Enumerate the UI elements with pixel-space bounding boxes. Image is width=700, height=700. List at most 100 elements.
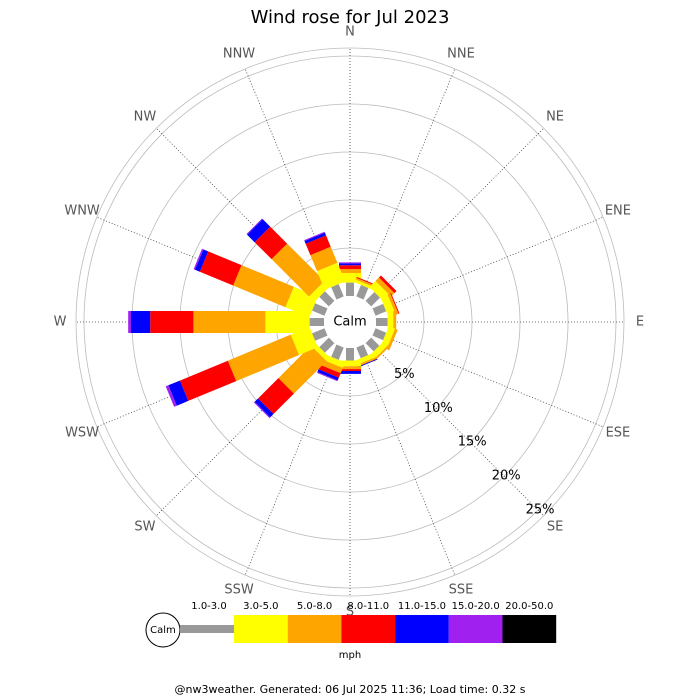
bar-segment bbox=[356, 284, 369, 300]
legend-label: 15.0-20.0 bbox=[452, 601, 500, 612]
legend-label: 8.0-11.0 bbox=[347, 601, 389, 612]
bar-segment bbox=[318, 364, 341, 378]
bar-segment bbox=[193, 311, 266, 333]
bar-segment bbox=[246, 218, 263, 235]
direction-label: N bbox=[345, 25, 355, 40]
spoke bbox=[155, 340, 332, 517]
direction-label: WSW bbox=[65, 425, 99, 440]
legend-swatch bbox=[234, 615, 288, 643]
bar-segment bbox=[387, 293, 399, 315]
bar-segment bbox=[304, 232, 326, 244]
direction-label: SSE bbox=[449, 582, 474, 597]
direction-label: NW bbox=[134, 109, 157, 124]
direction-label: SSW bbox=[224, 582, 254, 597]
direction-label: SW bbox=[134, 520, 155, 535]
bar-segment bbox=[265, 311, 310, 333]
bar-segment bbox=[253, 401, 271, 419]
direction-label: E bbox=[636, 315, 644, 330]
bar-segment bbox=[193, 248, 204, 270]
legend-label: 20.0-50.0 bbox=[505, 601, 553, 612]
direction-label: WNW bbox=[64, 204, 100, 219]
bar-segment bbox=[365, 337, 380, 352]
bar-segment bbox=[393, 311, 397, 333]
spoke bbox=[155, 127, 332, 304]
bar-segment bbox=[331, 344, 344, 360]
direction-label: ESE bbox=[606, 425, 631, 440]
bar-segment bbox=[165, 385, 177, 407]
bar-segment bbox=[227, 334, 300, 382]
bar-segment bbox=[309, 318, 324, 326]
bar-segment bbox=[356, 356, 378, 368]
bar-segment bbox=[233, 265, 294, 308]
legend-swatch bbox=[341, 615, 396, 643]
bar-segment bbox=[319, 291, 335, 307]
bar-segment bbox=[128, 311, 131, 333]
bar-segment bbox=[365, 292, 380, 307]
bar-segment bbox=[339, 369, 361, 371]
legend-swatch bbox=[395, 615, 449, 643]
bar-segment bbox=[372, 344, 390, 362]
bar-segment bbox=[258, 378, 294, 414]
direction-label: NE bbox=[546, 109, 564, 124]
bar-segment bbox=[254, 226, 288, 260]
ring-label: 5% bbox=[394, 367, 415, 382]
bar-segment bbox=[317, 262, 346, 290]
bar-segment bbox=[339, 366, 361, 370]
bar-segment bbox=[356, 358, 378, 368]
direction-label: W bbox=[54, 315, 67, 330]
ring-label: 15% bbox=[458, 435, 487, 450]
bar-segment bbox=[312, 303, 328, 316]
legend-swatch bbox=[448, 615, 503, 643]
bar-segment bbox=[310, 246, 338, 272]
bar-segment bbox=[346, 282, 354, 296]
calm-circle bbox=[326, 298, 374, 346]
bar-segment bbox=[317, 369, 339, 381]
bar-segment bbox=[305, 235, 331, 256]
spoke bbox=[368, 127, 545, 304]
bar-segment bbox=[320, 359, 343, 374]
bar-segment bbox=[131, 311, 151, 333]
bar-segment bbox=[304, 231, 325, 241]
bar-segment bbox=[386, 328, 398, 351]
legend-swatch bbox=[502, 615, 557, 643]
bar-segment bbox=[339, 265, 361, 270]
ring-label: 25% bbox=[526, 503, 555, 518]
bar-segment bbox=[378, 275, 397, 294]
bar-segment bbox=[290, 326, 318, 355]
bar-segment bbox=[319, 337, 335, 353]
direction-label: NNE bbox=[447, 47, 475, 62]
direction-label: NNW bbox=[223, 47, 255, 62]
bar-segment bbox=[375, 277, 395, 297]
bar-segment bbox=[254, 398, 274, 418]
spoke bbox=[359, 68, 456, 299]
bar-segment bbox=[339, 269, 361, 273]
footer: @nw3weather. Generated: 06 Jul 2025 11:3… bbox=[175, 683, 526, 696]
outer-ring bbox=[75, 47, 625, 597]
legend-label: 3.0-5.0 bbox=[243, 601, 278, 612]
spoke bbox=[368, 340, 545, 517]
bar-segment bbox=[317, 372, 338, 382]
bar-segment bbox=[168, 380, 189, 406]
bar-segment bbox=[271, 243, 325, 297]
bar-segment bbox=[339, 360, 361, 367]
ring-label: 20% bbox=[492, 469, 521, 484]
bar-segment bbox=[372, 303, 387, 316]
bar-segment bbox=[356, 276, 378, 287]
bar-segment bbox=[372, 328, 387, 341]
legend-swatch bbox=[287, 615, 342, 643]
bar-segment bbox=[199, 251, 242, 286]
legend-label: 5.0-8.0 bbox=[297, 601, 332, 612]
ring-label: 10% bbox=[424, 401, 453, 416]
chart-title: Wind rose for Jul 2023 bbox=[251, 7, 450, 28]
bar-segment bbox=[346, 348, 354, 361]
bar-segment bbox=[312, 328, 328, 341]
bar-segment bbox=[339, 262, 361, 264]
calm-label: Calm bbox=[333, 315, 366, 330]
legend-calm-label: Calm bbox=[150, 625, 176, 636]
bar-segment bbox=[376, 318, 388, 326]
bar-segment bbox=[339, 263, 361, 266]
direction-label: S bbox=[346, 605, 354, 620]
legend-unit: mph bbox=[339, 650, 361, 661]
legend-label: 1.0-3.0 bbox=[191, 601, 226, 612]
